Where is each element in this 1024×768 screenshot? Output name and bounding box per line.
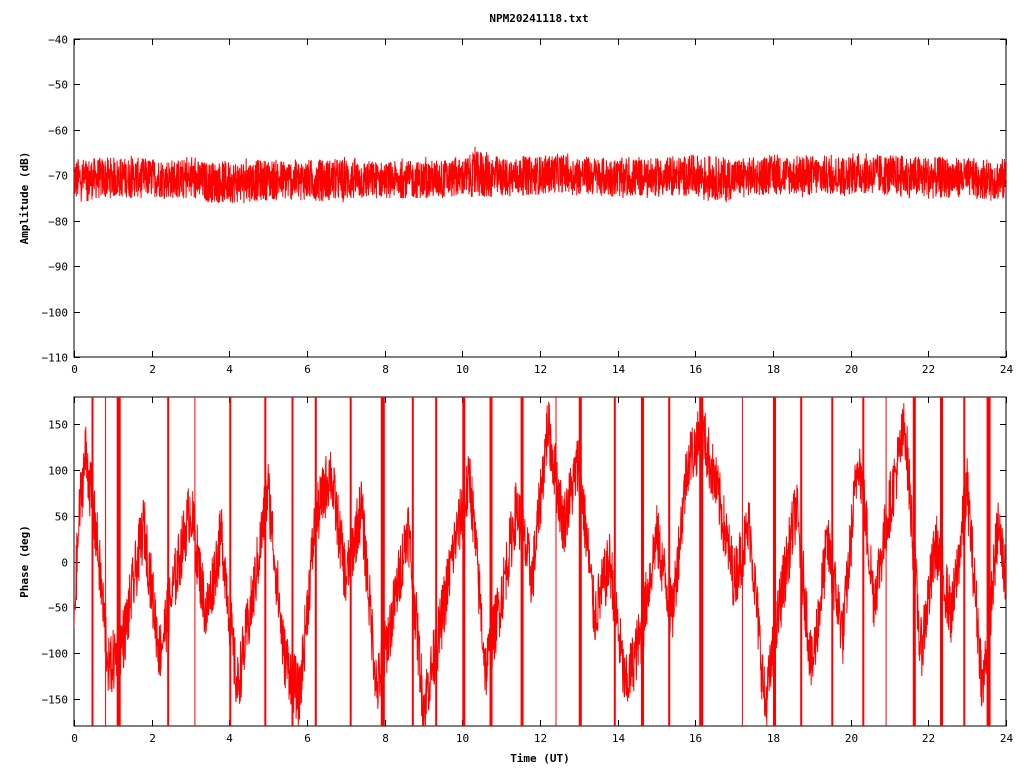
phase-wrap-spike — [264, 397, 267, 726]
phase-wrap-spike — [862, 397, 865, 726]
phase-wrap-spike — [349, 397, 352, 726]
y-tick-label: −80 — [48, 216, 68, 229]
y-tick-label: −50 — [48, 79, 68, 92]
y-tick-label: −100 — [42, 307, 69, 320]
phase-wrap-spike — [167, 397, 170, 726]
phase-wrap-spike — [641, 397, 644, 726]
y-tick-label: 100 — [48, 465, 68, 478]
phase-wrap-spike — [380, 397, 385, 726]
x-tick-label: 22 — [922, 732, 935, 745]
phase-wrap-spike — [435, 397, 438, 726]
phase-panel: 0 2 4 6 8 10 12 14 16 18 20 22 24150100500−50−100−15… — [18, 396, 1014, 765]
x-tick-label: 14 — [612, 732, 626, 745]
y-axis-label: Phase (deg) — [18, 525, 31, 598]
x-tick-label: 20 — [845, 732, 858, 745]
x-tick-label: 6 — [304, 363, 311, 376]
x-tick-label: 20 — [845, 363, 858, 376]
x-tick-label: 2 — [149, 732, 156, 745]
phase-wrap-spike — [291, 397, 294, 726]
x-tick-label: 12 — [534, 732, 547, 745]
chart-title: NPM20241118.txt — [489, 12, 588, 25]
x-tick-label: 22 — [922, 363, 935, 376]
phase-wrap-spike — [940, 397, 943, 726]
y-tick-label: −40 — [48, 34, 68, 47]
y-tick-label: −50 — [48, 602, 68, 615]
x-tick-label: 14 — [612, 363, 626, 376]
x-tick-label: 18 — [767, 363, 780, 376]
x-tick-label: 0 — [71, 363, 78, 376]
x-tick-label: 8 — [382, 363, 389, 376]
phase-wrap-spike — [194, 397, 196, 726]
phase-series-line — [74, 401, 1006, 726]
y-tick-label: 150 — [48, 419, 68, 432]
phase-wrap-spike — [229, 397, 232, 726]
y-tick-label: −70 — [48, 170, 68, 183]
y-tick-label: 50 — [55, 511, 68, 524]
x-tick-label: 10 — [456, 732, 469, 745]
x-tick-label: 16 — [689, 363, 702, 376]
phase-wrap-spike — [462, 397, 466, 726]
phase-wrap-spike — [741, 397, 743, 726]
x-tick-label: 4 — [226, 732, 233, 745]
y-tick-label: −100 — [42, 648, 69, 661]
x-tick-label: 24 — [1000, 732, 1014, 745]
y-tick-label: −90 — [48, 261, 68, 274]
y-axis-label: Amplitude (dB) — [18, 152, 31, 245]
phase-wrap-spike — [963, 397, 966, 726]
phase-wrap-spike — [912, 397, 916, 726]
phase-wrap-spike — [800, 397, 803, 726]
y-tick-label: −110 — [42, 352, 69, 365]
phase-wrap-spike — [773, 397, 776, 726]
phase-wrap-spike — [314, 397, 317, 726]
phase-wrap-spike — [885, 397, 887, 726]
x-tick-label: 18 — [767, 732, 780, 745]
x-tick-label: 4 — [226, 363, 233, 376]
amplitude-series-line — [73, 146, 1007, 204]
x-tick-label: 2 — [149, 363, 156, 376]
phase-wrap-spike — [105, 397, 107, 726]
phase-wrap-spike — [489, 397, 493, 726]
amplitude-panel: 0 2 4 6 8 10 12 14 16 18 20 22 24−40−50−60−70−80−90−… — [18, 34, 1013, 377]
phase-wrap-spike — [668, 397, 671, 726]
x-tick-label: 8 — [382, 732, 389, 745]
x-tick-label: 10 — [456, 363, 469, 376]
y-tick-label: −150 — [42, 694, 69, 707]
plot-frame — [73, 38, 1007, 358]
x-tick-label: 16 — [689, 732, 702, 745]
phase-wrap-spike — [986, 397, 991, 726]
x-tick-label: 6 — [304, 732, 311, 745]
x-tick-label: 24 — [1000, 363, 1014, 376]
y-tick-label: −60 — [48, 125, 68, 138]
phase-wrap-spike — [613, 397, 616, 726]
phase-wrap-spike — [831, 397, 834, 726]
x-tick-label: 12 — [534, 363, 547, 376]
x-tick-label: 0 — [71, 732, 78, 745]
phase-wrap-spike — [699, 397, 704, 726]
x-axis-label: Time (UT) — [510, 752, 570, 765]
phase-wrap-spike — [116, 397, 121, 726]
y-tick-label: 0 — [61, 557, 68, 570]
phase-wrap-spike — [555, 397, 557, 726]
phase-wrap-spike — [520, 397, 524, 726]
phase-wrap-spike — [91, 397, 94, 726]
phase-wrap-spike — [578, 397, 582, 726]
phase-wrap-spike — [411, 397, 414, 726]
